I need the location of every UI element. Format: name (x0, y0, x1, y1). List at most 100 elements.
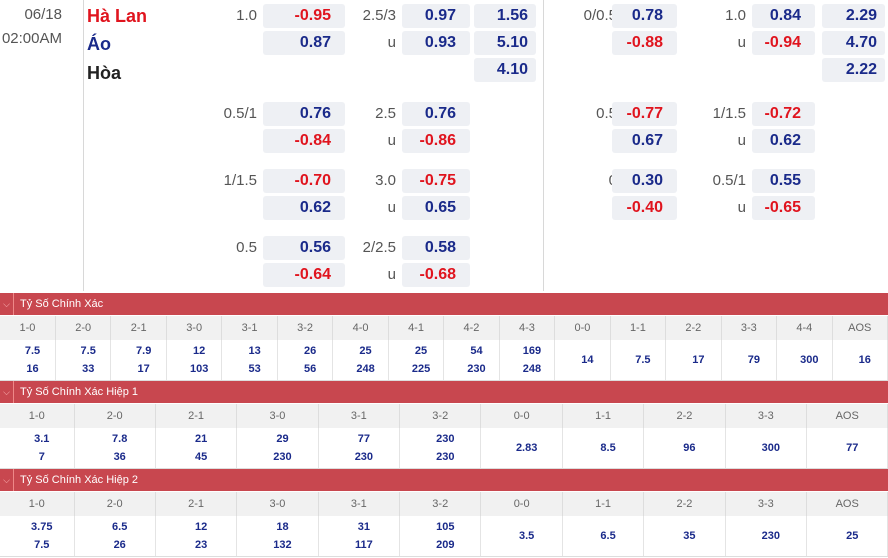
odds-value[interactable]: 7 (38, 450, 45, 463)
odds-value[interactable]: 17 (692, 353, 705, 366)
score-odds-cell[interactable]: 12 103 (166, 340, 223, 381)
chevron-down-icon[interactable]: ⌵ (0, 293, 14, 315)
score-odds-cell[interactable]: 3.1 7 (0, 428, 75, 469)
odds-value[interactable]: 230 (467, 362, 486, 375)
section-header[interactable]: ⌵ Tỷ Số Chính Xác (0, 293, 888, 315)
over-odds[interactable]: 0.97 (402, 4, 470, 28)
over-odds[interactable]: 0.76 (402, 102, 470, 126)
odds-value[interactable]: 230 (761, 529, 780, 542)
1x2-odds[interactable]: 1.56 (474, 4, 536, 28)
handicap-home-odds[interactable]: -0.70 (263, 169, 345, 193)
handicap-home-odds[interactable]: -0.95 (263, 4, 345, 28)
odds-value[interactable]: 248 (356, 362, 375, 375)
over-odds[interactable]: -0.75 (402, 169, 470, 193)
odds-value[interactable]: 7.5 (635, 353, 651, 366)
score-odds-cell[interactable]: 7.5 (610, 340, 667, 381)
score-odds-cell[interactable]: 17 (665, 340, 722, 381)
odds-value[interactable]: 2.83 (515, 441, 538, 454)
odds-value[interactable]: 54 (470, 344, 483, 357)
handicap-home-odds[interactable]: -0.77 (612, 102, 677, 126)
odds-value[interactable]: 26 (113, 538, 126, 551)
odds-value[interactable]: 12 (194, 520, 208, 533)
1x2-odds[interactable]: 2.29 (822, 4, 885, 28)
under-odds[interactable]: -0.65 (752, 196, 815, 220)
under-odds[interactable]: 0.93 (402, 31, 470, 55)
score-odds-cell[interactable]: 77 (806, 428, 888, 469)
score-odds-cell[interactable]: 6.5 26 (74, 516, 156, 557)
odds-value[interactable]: 18 (276, 520, 289, 533)
odds-value[interactable]: 117 (354, 538, 373, 551)
under-odds[interactable]: -0.68 (402, 263, 470, 287)
1x2-odds[interactable]: 4.70 (822, 31, 885, 55)
odds-value[interactable]: 25 (846, 529, 859, 542)
odds-value[interactable]: 36 (113, 450, 126, 463)
odds-value[interactable]: 56 (303, 362, 317, 375)
score-odds-cell[interactable]: 13 53 (221, 340, 278, 381)
odds-value[interactable]: 77 (846, 441, 859, 454)
odds-value[interactable]: 248 (522, 362, 542, 375)
score-odds-cell[interactable]: 105 209 (399, 516, 482, 557)
odds-value[interactable]: 230 (436, 432, 455, 445)
1x2-odds[interactable]: 5.10 (474, 31, 536, 55)
score-odds-cell[interactable]: 26 56 (277, 340, 334, 381)
score-odds-cell[interactable]: 96 (643, 428, 726, 469)
handicap-home-odds[interactable]: 0.78 (612, 4, 677, 28)
odds-value[interactable]: 14 (581, 353, 594, 366)
score-odds-cell[interactable]: 18 132 (236, 516, 319, 557)
odds-value[interactable]: 21 (194, 432, 208, 445)
score-odds-cell[interactable]: 300 (725, 428, 808, 469)
odds-value[interactable]: 12 (193, 344, 206, 357)
score-odds-cell[interactable]: 7.5 16 (0, 340, 56, 381)
odds-value[interactable]: 96 (683, 441, 696, 454)
under-odds[interactable]: -0.86 (402, 129, 470, 153)
score-odds-cell[interactable]: 169 248 (499, 340, 556, 381)
score-odds-cell[interactable]: 54 230 (443, 340, 500, 381)
odds-value[interactable]: 105 (436, 520, 455, 533)
score-odds-cell[interactable]: 14 (554, 340, 611, 381)
score-odds-cell[interactable]: 300 (776, 340, 833, 381)
score-odds-cell[interactable]: 25 (806, 516, 888, 557)
score-odds-cell[interactable]: 8.5 (562, 428, 645, 469)
odds-value[interactable]: 16 (858, 353, 871, 366)
handicap-home-odds[interactable]: 0.76 (263, 102, 345, 126)
odds-value[interactable]: 16 (26, 362, 39, 375)
odds-value[interactable]: 230 (273, 450, 292, 463)
odds-value[interactable]: 25 (414, 344, 428, 357)
odds-value[interactable]: 300 (800, 353, 819, 366)
odds-value[interactable]: 6.5 (600, 529, 616, 542)
odds-value[interactable]: 77 (357, 432, 370, 445)
score-odds-cell[interactable]: 77 230 (318, 428, 401, 469)
handicap-away-odds[interactable]: -0.40 (612, 196, 677, 220)
handicap-home-odds[interactable]: 0.30 (612, 169, 677, 193)
odds-value[interactable]: 25 (359, 344, 372, 357)
odds-value[interactable]: 3.1 (34, 432, 50, 445)
odds-value[interactable]: 26 (303, 344, 317, 357)
score-odds-cell[interactable]: 31 117 (318, 516, 401, 557)
handicap-away-odds[interactable]: 0.67 (612, 129, 677, 153)
chevron-down-icon[interactable]: ⌵ (0, 381, 14, 403)
score-odds-cell[interactable]: 6.5 (562, 516, 645, 557)
chevron-down-icon[interactable]: ⌵ (0, 469, 14, 491)
odds-value[interactable]: 53 (248, 362, 261, 375)
handicap-away-odds[interactable]: -0.88 (612, 31, 677, 55)
odds-value[interactable]: 33 (82, 362, 95, 375)
score-odds-cell[interactable]: 25 225 (388, 340, 445, 381)
section-header[interactable]: ⌵ Tỷ Số Chính Xác Hiệp 2 (0, 469, 888, 491)
score-odds-cell[interactable]: 21 45 (155, 428, 238, 469)
under-odds[interactable]: 0.65 (402, 196, 470, 220)
score-odds-cell[interactable]: 7.5 33 (55, 340, 112, 381)
odds-value[interactable]: 31 (357, 520, 370, 533)
odds-value[interactable]: 230 (436, 450, 455, 463)
score-odds-cell[interactable]: 7.9 17 (110, 340, 167, 381)
odds-value[interactable]: 103 (189, 362, 209, 375)
handicap-away-odds[interactable]: 0.87 (263, 31, 345, 55)
odds-value[interactable]: 225 (411, 362, 431, 375)
score-odds-cell[interactable]: 3.75 7.5 (0, 516, 75, 557)
odds-value[interactable]: 6.5 (112, 520, 128, 533)
odds-value[interactable]: 13 (248, 344, 261, 357)
score-odds-cell[interactable]: 7.8 36 (74, 428, 156, 469)
odds-value[interactable]: 79 (747, 353, 760, 366)
1x2-odds[interactable]: 4.10 (474, 58, 536, 82)
score-odds-cell[interactable]: 25 248 (332, 340, 389, 381)
odds-value[interactable]: 8.5 (600, 441, 616, 454)
